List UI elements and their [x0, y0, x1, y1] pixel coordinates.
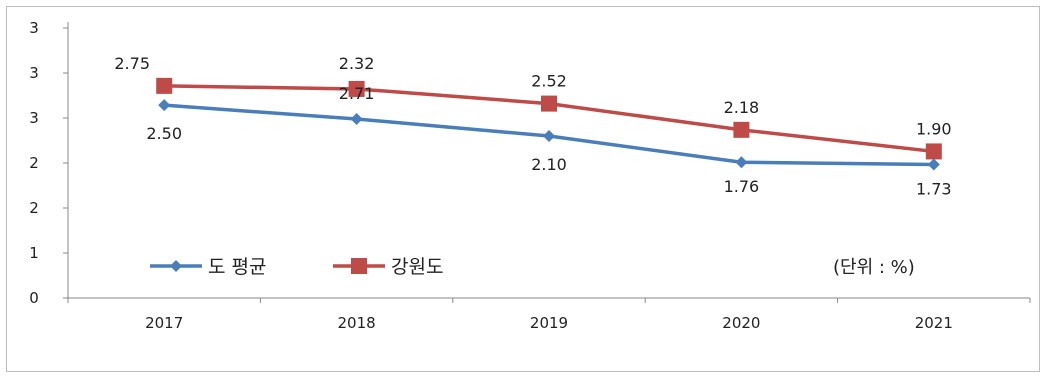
x-tick-label: 2019 — [530, 314, 568, 332]
data-labels: 2.50 2.71 2.10 1.76 1.73 2.75 2.32 2.52 2.18 1.90 — [114, 54, 951, 199]
series-point-square — [156, 77, 173, 94]
series-layer — [156, 77, 942, 171]
y-tick-label: 1 — [29, 244, 39, 262]
data-label: 1.76 — [724, 177, 760, 196]
data-label: 1.90 — [916, 119, 952, 138]
series-point-square — [925, 143, 942, 160]
data-label: 2.18 — [724, 98, 760, 117]
legend-label: 강원도 — [391, 256, 443, 278]
legend: 도 평균 강원도 — [150, 256, 443, 278]
y-tick-label: 0 — [29, 289, 39, 307]
chart-frame — [6, 6, 1040, 372]
series-point-square — [733, 121, 750, 138]
series-point-diamond — [735, 156, 748, 169]
data-label: 2.10 — [531, 155, 567, 174]
y-tick-label: 2 — [29, 199, 39, 217]
data-label: 2.71 — [339, 84, 375, 103]
x-tick-label: 2021 — [915, 314, 953, 332]
y-axis-ticks: 0 1 2 2 3 3 3 — [29, 19, 68, 307]
data-label: 2.32 — [339, 54, 375, 73]
series-point-diamond — [927, 158, 940, 171]
series-point-diamond — [158, 99, 171, 112]
x-axis-ticks: 2017 2018 2019 2020 2021 — [67, 298, 1031, 332]
data-label: 1.73 — [916, 180, 952, 199]
series-point-square — [348, 80, 365, 97]
series-point-square — [541, 95, 557, 112]
y-tick-label: 3 — [29, 109, 39, 127]
x-tick-label: 2018 — [338, 314, 376, 332]
data-label: 2.50 — [146, 124, 182, 143]
series-point-diamond — [350, 113, 363, 126]
data-label: 2.75 — [114, 54, 150, 73]
x-tick-label: 2017 — [145, 314, 183, 332]
x-tick-label: 2020 — [722, 314, 760, 332]
legend-square-marker — [351, 258, 367, 274]
y-tick-label: 3 — [29, 19, 39, 37]
data-label: 2.52 — [531, 72, 567, 91]
legend-label: 도 평균 — [208, 256, 266, 278]
axes — [67, 22, 1030, 299]
series-point-diamond — [543, 130, 555, 142]
y-tick-label: 2 — [29, 154, 39, 172]
unit-note: (단위 : %) — [833, 257, 915, 278]
legend-diamond-marker — [170, 260, 182, 272]
y-tick-label: 3 — [29, 64, 39, 82]
